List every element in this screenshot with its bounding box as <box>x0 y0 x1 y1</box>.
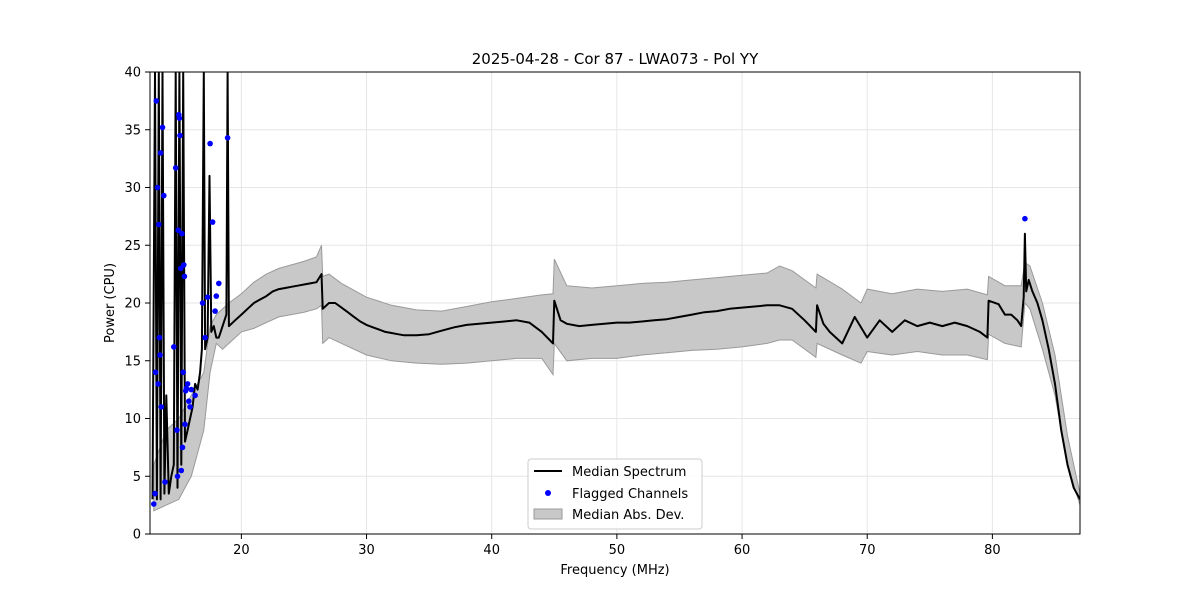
flagged-point <box>155 381 161 387</box>
y-tick-label: 20 <box>124 297 141 312</box>
flagged-point <box>209 219 216 225</box>
y-tick-label: 10 <box>124 412 141 427</box>
y-tick-label: 25 <box>124 239 141 254</box>
flagged-point <box>179 230 185 237</box>
legend-swatch-mad <box>533 508 563 520</box>
flagged-point <box>212 308 218 314</box>
x-tick-label: 30 <box>358 543 375 558</box>
x-axis-label: Frequency (MHz) <box>560 563 669 578</box>
x-tick-label: 70 <box>859 543 876 558</box>
flagged-point <box>202 334 208 341</box>
flagged-point <box>179 444 186 451</box>
flagged-point <box>151 501 157 507</box>
flagged-point <box>174 473 181 480</box>
flagged-point <box>216 280 222 287</box>
flagged-point <box>186 398 192 405</box>
flagged-point <box>187 404 193 410</box>
flagged-point <box>181 262 187 268</box>
legend-label-mad: Median Abs. Dev. <box>572 508 684 523</box>
flagged-point <box>188 386 195 393</box>
flagged-point <box>159 124 166 131</box>
flagged-point <box>1022 215 1028 222</box>
flagged-point <box>172 165 179 171</box>
mad-band <box>153 245 1080 512</box>
median-line-layer <box>151 72 1080 501</box>
flagged-point <box>153 98 160 104</box>
x-tick-label: 60 <box>734 543 751 558</box>
legend-label-flagged: Flagged Channels <box>572 487 688 502</box>
legend-label-median: Median Spectrum <box>572 465 686 480</box>
y-axis-label: Power (CPU) <box>103 263 118 343</box>
flagged-point <box>176 115 183 121</box>
flagged-point <box>152 490 158 497</box>
flagged-point <box>207 140 213 147</box>
flagged-point <box>213 293 220 299</box>
flagged-point <box>184 381 191 387</box>
flagged-point <box>157 150 164 156</box>
flagged-point <box>178 467 185 474</box>
median-spectrum-line <box>151 72 1080 501</box>
y-tick-label: 0 <box>133 528 141 543</box>
flagged-point <box>183 385 190 392</box>
flagged-point <box>224 135 231 141</box>
flagged-point <box>154 184 161 191</box>
y-tick-label: 40 <box>124 66 141 81</box>
axis-ticks: 20 30 40 50 60 70 80 0 5 10 15 20 25 30 35 40 <box>124 66 1000 559</box>
flagged-point <box>162 479 168 485</box>
legend-swatch-flagged <box>545 490 551 496</box>
legend: Median Spectrum Flagged Channels Median … <box>527 458 703 530</box>
flagged-point <box>180 369 186 376</box>
flagged-point <box>161 192 167 199</box>
legend-box <box>527 458 703 530</box>
y-tick-label: 35 <box>124 123 141 138</box>
flagged-point <box>175 227 181 233</box>
x-tick-label: 50 <box>609 543 626 558</box>
flagged-point <box>204 294 211 301</box>
chart-title: 2025-04-28 - Cor 87 - LWA073 - Pol YY <box>472 50 759 68</box>
flagged-point <box>156 334 163 341</box>
y-tick-label: 15 <box>124 354 141 369</box>
mad-band-layer <box>153 245 1080 512</box>
flagged-point <box>157 352 163 358</box>
y-tick-label: 30 <box>124 181 141 196</box>
flagged-point <box>152 369 159 376</box>
flagged-point <box>156 221 162 228</box>
x-tick-label: 40 <box>483 543 500 558</box>
flagged-point <box>177 132 183 139</box>
flagged-point <box>192 392 198 399</box>
x-tick-label: 20 <box>233 543 250 558</box>
flagged-point <box>174 427 180 433</box>
flagged-point <box>199 300 206 306</box>
y-tick-label: 5 <box>133 470 141 485</box>
flagged-point <box>171 344 177 350</box>
flagged-point <box>158 404 165 410</box>
flagged-points-layer <box>151 98 1028 507</box>
x-tick-label: 80 <box>984 543 1001 558</box>
flagged-point <box>182 421 188 428</box>
flagged-point <box>181 273 188 280</box>
